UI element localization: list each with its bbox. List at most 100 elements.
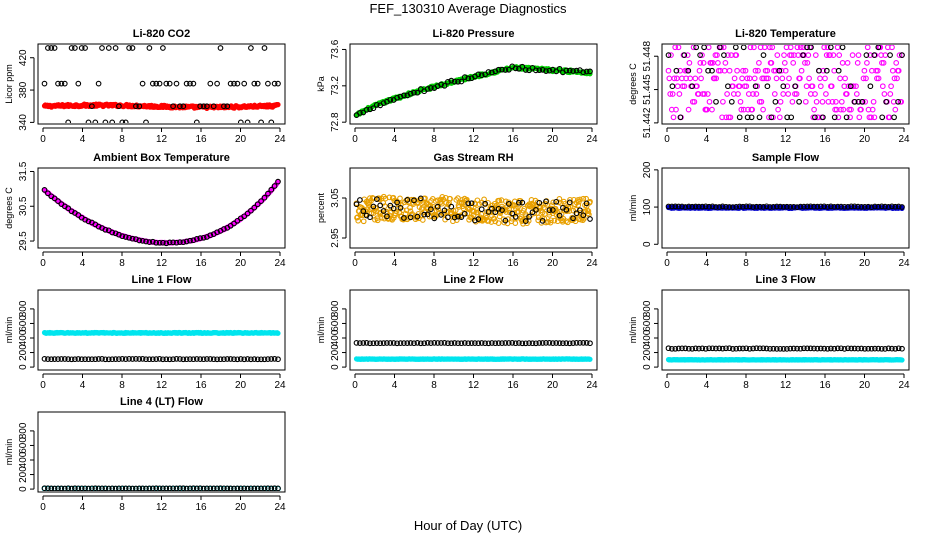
x-tick-label: 12 xyxy=(468,380,480,391)
data-point xyxy=(727,114,734,121)
data-point xyxy=(72,485,78,491)
data-point xyxy=(848,106,854,113)
y-tick-label: 100 xyxy=(642,198,653,215)
data-point xyxy=(580,340,587,346)
data-point xyxy=(665,345,672,352)
data-point xyxy=(68,356,75,363)
data-point xyxy=(752,83,759,90)
series-group xyxy=(41,329,281,363)
data-point xyxy=(166,356,173,363)
data-point xyxy=(414,213,421,220)
data-point xyxy=(701,45,707,51)
data-point xyxy=(750,345,756,352)
data-point xyxy=(183,485,190,491)
data-point xyxy=(360,340,367,346)
data-point xyxy=(772,67,779,74)
y-axis-label: ml/min xyxy=(4,439,14,466)
data-point xyxy=(728,98,735,105)
data-point xyxy=(472,217,478,224)
data-point xyxy=(828,345,834,352)
data-point xyxy=(715,67,722,74)
x-tick-label: 8 xyxy=(431,258,437,269)
data-point xyxy=(853,91,860,97)
data-point xyxy=(824,45,831,51)
data-point xyxy=(261,45,268,51)
data-point xyxy=(394,340,400,347)
data-point xyxy=(749,106,756,113)
data-point xyxy=(156,239,163,246)
data-point xyxy=(819,98,826,105)
data-point xyxy=(766,45,773,51)
x-tick-label: 20 xyxy=(859,134,871,145)
data-point xyxy=(899,52,905,58)
data-point xyxy=(878,203,885,210)
data-point xyxy=(241,213,248,220)
data-point xyxy=(48,45,55,51)
data-point xyxy=(227,80,234,87)
x-tick-label: 20 xyxy=(235,502,247,513)
data-point xyxy=(465,200,472,207)
data-point xyxy=(261,485,268,491)
data-point xyxy=(570,68,576,74)
data-point xyxy=(89,356,95,363)
data-point xyxy=(526,340,532,346)
data-point xyxy=(556,212,563,219)
series-group xyxy=(665,203,905,211)
data-point xyxy=(779,75,786,82)
data-point xyxy=(821,45,828,51)
data-point xyxy=(173,485,180,491)
data-point xyxy=(872,345,878,352)
data-point xyxy=(889,45,895,51)
x-tick-label: 8 xyxy=(119,258,125,269)
x-tick-label: 16 xyxy=(195,380,207,391)
data-point xyxy=(674,83,681,90)
data-point xyxy=(170,239,176,246)
data-point xyxy=(794,345,800,352)
data-point xyxy=(197,356,204,362)
data-point xyxy=(261,356,268,363)
data-point xyxy=(821,203,828,210)
data-point xyxy=(397,340,404,346)
data-point xyxy=(495,66,502,73)
data-point xyxy=(355,217,362,224)
data-point xyxy=(529,340,536,347)
data-point xyxy=(672,45,679,51)
data-point xyxy=(879,114,886,121)
data-point xyxy=(737,98,744,105)
x-tick-label: 16 xyxy=(819,134,831,145)
panel-title: Li-820 Pressure xyxy=(433,28,515,40)
y-tick-label: 73.6 xyxy=(330,39,341,59)
data-point xyxy=(435,206,442,213)
panel-5: Gas Stream RH 0 4 8 12 16 20 24 2.95 3.05 percent xyxy=(316,152,598,269)
y-tick-label: 400 xyxy=(642,329,653,346)
data-point xyxy=(719,345,726,352)
data-point xyxy=(492,209,499,216)
data-point xyxy=(803,83,810,90)
data-point xyxy=(668,52,674,58)
data-point xyxy=(268,485,275,491)
plot-frame xyxy=(37,43,286,125)
data-point xyxy=(767,204,773,210)
data-point xyxy=(841,203,848,210)
data-point xyxy=(231,485,237,491)
x-tick-label: 8 xyxy=(119,380,125,391)
data-point xyxy=(811,106,817,113)
data-point xyxy=(774,52,781,58)
data-point xyxy=(580,195,587,202)
data-point xyxy=(673,67,680,74)
y-tick-label: 30.5 xyxy=(18,196,29,216)
data-point xyxy=(434,340,441,346)
x-tick-label: 20 xyxy=(235,258,247,269)
data-point xyxy=(45,45,51,51)
data-point xyxy=(234,356,241,363)
x-tick-label: 4 xyxy=(392,380,398,391)
data-point xyxy=(183,356,190,363)
x-tick-label: 24 xyxy=(898,134,910,145)
data-point xyxy=(407,208,414,215)
data-point xyxy=(244,119,251,123)
series-group xyxy=(353,63,593,118)
data-point xyxy=(424,340,431,346)
data-point xyxy=(736,345,743,352)
y-tick-label: 800 xyxy=(18,300,29,317)
data-point xyxy=(834,45,841,51)
